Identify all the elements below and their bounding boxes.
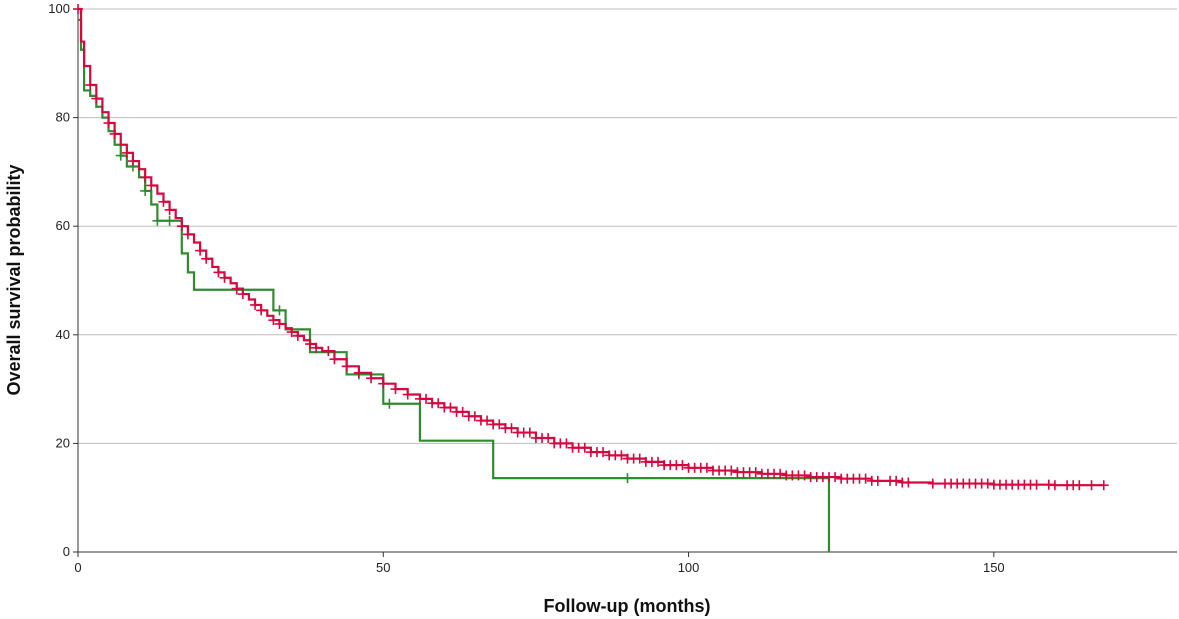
x-tick-label: 150 — [983, 560, 1005, 575]
y-tick-label: 100 — [48, 1, 70, 16]
y-tick-label: 0 — [63, 544, 70, 559]
y-tick-label: 60 — [56, 218, 70, 233]
y-tick-label: 80 — [56, 110, 70, 125]
series-0 — [73, 4, 1109, 491]
tick-labels: 0 20 40 60 80 100 0 50 100 150 — [48, 1, 1004, 575]
series-1 — [78, 18, 831, 552]
x-tick-label: 50 — [376, 560, 390, 575]
axes — [73, 8, 1177, 557]
y-axis-title: Overall survival probability — [4, 164, 24, 395]
y-tick-label: 40 — [56, 327, 70, 342]
series-layer — [73, 4, 1109, 552]
survival-curve — [78, 18, 831, 552]
gridlines — [78, 8, 1177, 444]
survival-curve — [78, 7, 1104, 487]
y-tick-label: 20 — [56, 435, 70, 450]
x-tick-label: 0 — [74, 560, 81, 575]
x-tick-label: 100 — [678, 560, 700, 575]
x-axis-title: Follow-up (months) — [544, 596, 711, 616]
